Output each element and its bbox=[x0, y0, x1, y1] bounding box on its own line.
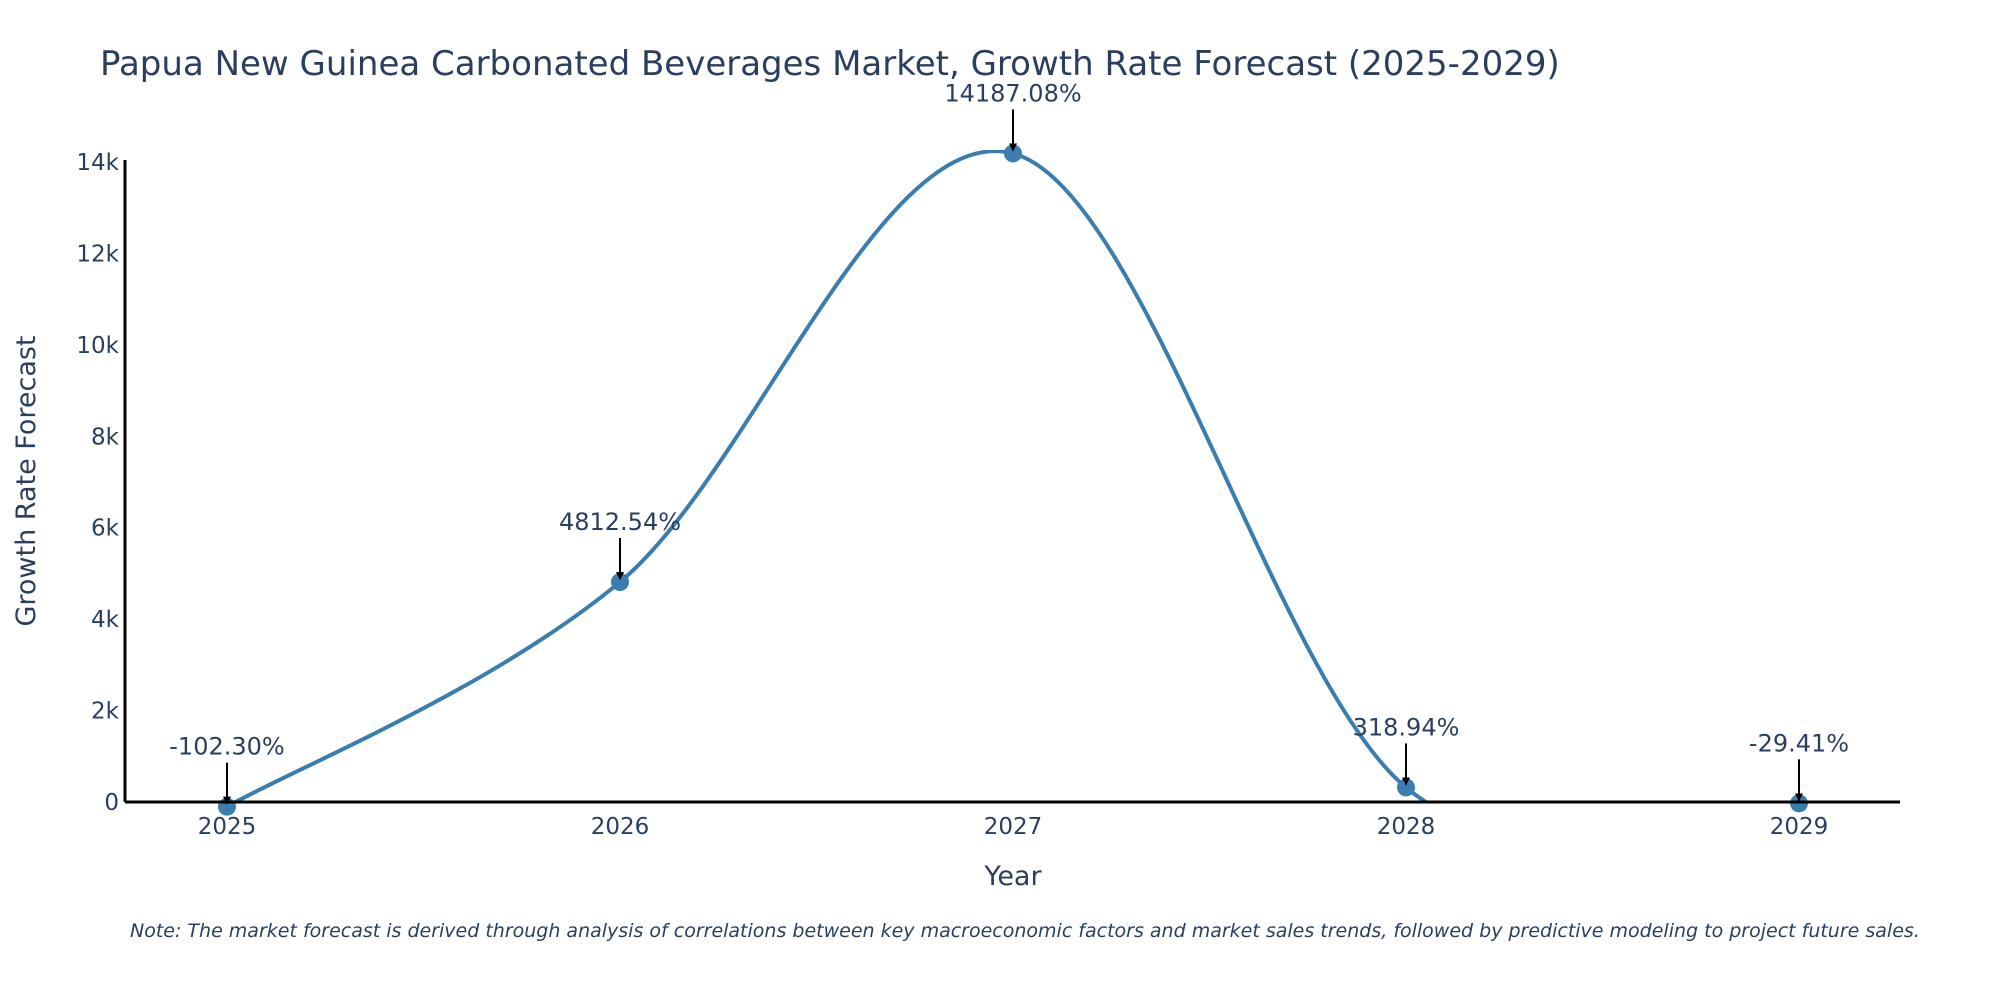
data-label-2028: 318.94% bbox=[1353, 713, 1460, 741]
x-tick-label: 2028 bbox=[1377, 814, 1436, 840]
methodology-note: Note: The market forecast is derived thr… bbox=[130, 920, 1920, 942]
x-axis: 2025 2026 2027 2028 2029 bbox=[198, 814, 1829, 840]
y-tick-label: 2k bbox=[91, 699, 120, 725]
data-label-2027: 14187.08% bbox=[944, 79, 1081, 107]
data-point-2028 bbox=[1397, 778, 1415, 797]
data-points bbox=[218, 144, 1808, 816]
data-label-2026: 4812.54% bbox=[559, 508, 681, 536]
y-axis: 0 2k 4k 6k 8k 10k 12k 14k bbox=[76, 150, 119, 816]
y-tick-label: 0 bbox=[104, 790, 119, 816]
chart-title: Papua New Guinea Carbonated Beverages Ma… bbox=[100, 44, 1560, 84]
data-labels: -102.30% 4812.54% 14187.08% 318.94% -29.41% bbox=[169, 79, 1849, 805]
x-tick-label: 2027 bbox=[984, 814, 1043, 840]
data-label-2029: -29.41% bbox=[1749, 729, 1849, 757]
y-tick-label: 14k bbox=[76, 150, 119, 176]
x-axis-title: Year bbox=[983, 861, 1042, 892]
y-tick-label: 12k bbox=[76, 241, 119, 267]
y-tick-label: 4k bbox=[91, 607, 120, 633]
growth-rate-line bbox=[231, 150, 1800, 802]
y-tick-label: 10k bbox=[76, 333, 119, 359]
data-point-2026 bbox=[611, 572, 629, 591]
data-point-2027 bbox=[1004, 144, 1022, 163]
x-tick-label: 2026 bbox=[591, 814, 650, 840]
data-label-2025: -102.30% bbox=[169, 733, 284, 761]
y-axis-title: Growth Rate Forecast bbox=[11, 335, 42, 626]
x-tick-label: 2025 bbox=[198, 814, 257, 840]
x-tick-label: 2029 bbox=[1770, 814, 1829, 840]
y-tick-label: 6k bbox=[91, 516, 120, 542]
y-tick-label: 8k bbox=[91, 424, 120, 450]
